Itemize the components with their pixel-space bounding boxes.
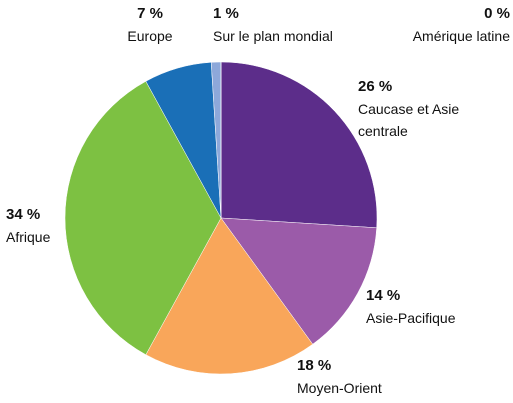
pie-slice bbox=[64, 80, 222, 356]
value-label: 1 % bbox=[213, 5, 239, 22]
category-label: Europe bbox=[127, 28, 173, 44]
value-label: 34 % bbox=[6, 206, 41, 223]
category-label: Moyen-Orient bbox=[297, 380, 382, 396]
category-label: Sur le plan mondial bbox=[213, 28, 333, 44]
category-label: Amérique latine bbox=[412, 28, 510, 44]
category-label: Asie-Pacifique bbox=[366, 310, 456, 326]
value-label: 26 % bbox=[358, 78, 393, 95]
pie-slice bbox=[220, 61, 378, 229]
pie-slice bbox=[145, 217, 314, 375]
slice-label: 26 % Caucase et Asie centrale bbox=[358, 76, 478, 142]
value-label: 18 % bbox=[297, 357, 332, 374]
slice-label: 7 % Europe bbox=[110, 3, 190, 47]
value-label: 7 % bbox=[137, 5, 163, 22]
slice-label: 14 % Asie-Pacifique bbox=[366, 285, 486, 329]
slice-label: 34 % Afrique bbox=[6, 204, 66, 248]
value-label: 0 % bbox=[484, 5, 510, 22]
pie-slice bbox=[220, 217, 377, 345]
slice-label: 18 % Moyen-Orient bbox=[297, 355, 437, 399]
value-label: 14 % bbox=[366, 287, 401, 304]
slice-label: 1 % Sur le plan mondial bbox=[213, 3, 383, 47]
slice-label: 0 % Amérique latine bbox=[380, 3, 510, 47]
category-label: Caucase et Asie centrale bbox=[358, 101, 460, 139]
category-label: Afrique bbox=[6, 229, 51, 245]
